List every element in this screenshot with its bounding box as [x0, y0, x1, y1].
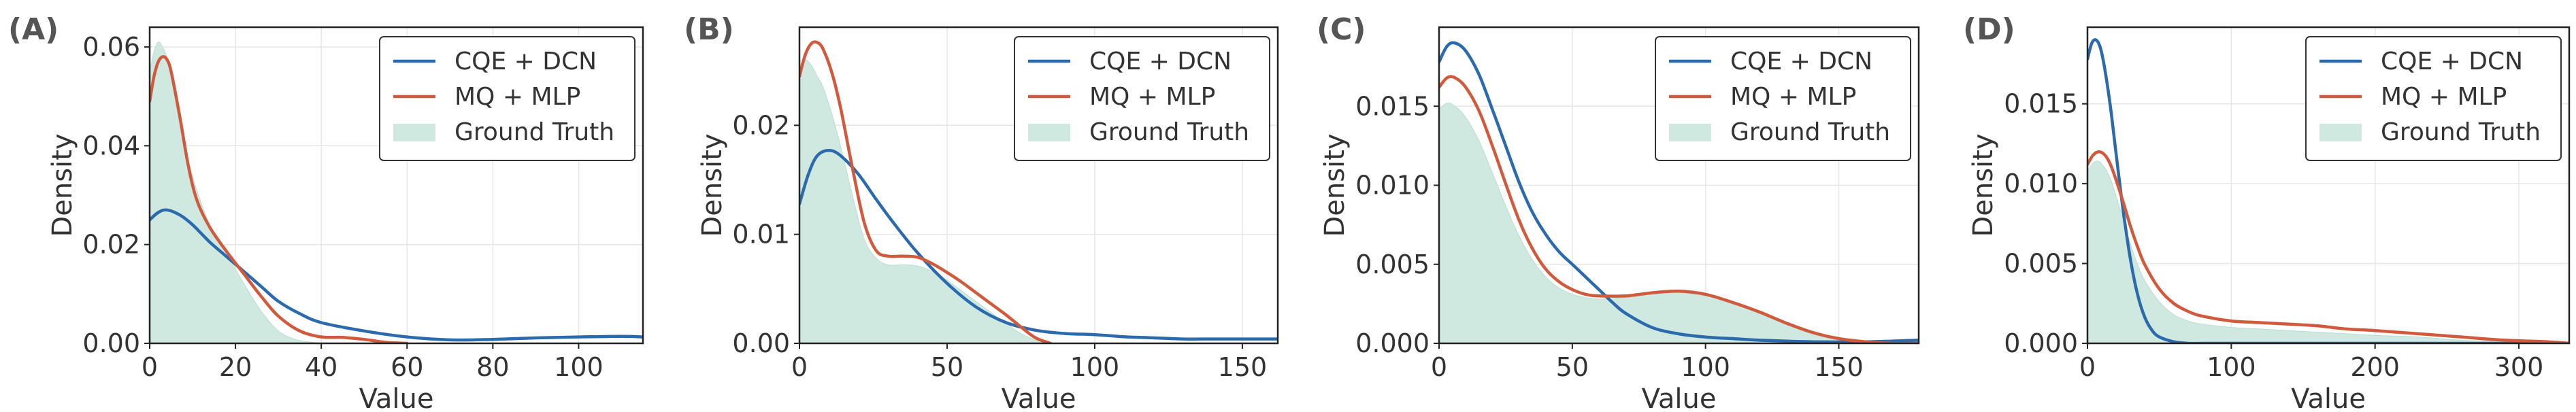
y-tick-label: 0.000	[2004, 328, 2078, 358]
legend-label-mq-mlp: MQ + MLP	[2381, 83, 2507, 111]
x-tick-label: 100	[554, 352, 604, 382]
legend-box	[2305, 36, 2562, 161]
legend-box	[1014, 36, 1270, 161]
legend-label-ground-truth: Ground Truth	[455, 118, 614, 146]
y-tick-label: 0.04	[82, 131, 140, 160]
y-tick-label: 0.005	[1355, 250, 1430, 279]
y-axis-label: Density	[1319, 133, 1351, 237]
x-tick-label: 100	[2207, 352, 2256, 382]
legend-label-cqe-dcn: CQE + DCN	[1089, 48, 1232, 75]
series-cqe-dcn-line	[1439, 41, 1919, 343]
y-tick-label: 0.01	[732, 220, 790, 250]
legend-box	[379, 36, 635, 161]
legend-label-cqe-dcn: CQE + DCN	[455, 48, 597, 75]
series-cqe-dcn-line	[2087, 38, 2569, 343]
series-cqe-dcn-line	[799, 148, 1278, 341]
x-tick-label: 100	[1070, 352, 1120, 382]
x-tick-label: 300	[2494, 352, 2544, 382]
y-axis-label: Density	[697, 133, 728, 237]
x-axis-label: Value	[359, 383, 434, 412]
y-axis-label: Density	[47, 133, 78, 237]
axes-frame	[148, 26, 644, 345]
panel-b: 0 50 100 150 0.00 0.01 0.02 Value Density (B) CQE …	[684, 12, 1279, 412]
x-tick-label: 0	[791, 352, 808, 382]
y-tick-label: 0.015	[2004, 89, 2078, 119]
x-tick-label: 200	[2350, 352, 2400, 382]
panel-label: (A)	[8, 12, 59, 47]
legend-swatch-ground-truth	[1669, 124, 1711, 141]
legend-label-cqe-dcn: CQE + DCN	[2381, 48, 2523, 75]
y-tick-label: 0.02	[82, 230, 140, 260]
y-tick-label: 0.000	[1355, 328, 1430, 358]
x-tick-label: 150	[1218, 352, 1268, 382]
y-tick-label: 0.005	[2004, 249, 2078, 279]
y-tick-label: 0.02	[732, 110, 790, 140]
x-tick-label: 80	[476, 352, 509, 382]
x-axis-label: Value	[1002, 383, 1076, 412]
series-ground-truth-area	[799, 59, 1051, 343]
y-tick-label: 0.010	[2004, 169, 2078, 199]
x-tick-label: 60	[391, 352, 423, 382]
x-tick-label: 50	[931, 352, 963, 382]
x-tick-label: 40	[305, 352, 337, 382]
legend-label-mq-mlp: MQ + MLP	[1089, 83, 1215, 111]
legend: CQE + DCN MQ + MLP Ground Truth	[2305, 36, 2562, 161]
legend-label-ground-truth: Ground Truth	[1730, 118, 1890, 146]
legend-label-mq-mlp: MQ + MLP	[1730, 83, 1856, 111]
series-mq-mlp-line	[799, 40, 1053, 343]
x-tick-label: 20	[219, 352, 252, 382]
legend: CQE + DCN MQ + MLP Ground Truth	[379, 36, 635, 161]
x-tick-label: 50	[1556, 352, 1589, 382]
x-axis-label: Value	[2291, 383, 2366, 412]
legend-swatch-ground-truth	[1028, 124, 1070, 141]
legend: CQE + DCN MQ + MLP Ground Truth	[1655, 36, 1911, 161]
y-axis-label: Density	[1968, 133, 1999, 237]
x-tick-label: 150	[1814, 352, 1864, 382]
legend-label-cqe-dcn: CQE + DCN	[1730, 48, 1872, 75]
legend-swatch-ground-truth	[2319, 124, 2362, 141]
axes-frame	[2086, 26, 2571, 345]
y-tick-label: 0.00	[732, 328, 790, 358]
panel-c: 0 50 100 150 0.000 0.005 0.010 0.015 Value Densit…	[1317, 12, 1920, 412]
legend-label-mq-mlp: MQ + MLP	[455, 83, 580, 111]
legend-box	[1655, 36, 1911, 161]
plot-area	[799, 40, 1278, 343]
x-tick-label: 0	[2079, 352, 2096, 382]
y-tick-label: 0.015	[1355, 91, 1430, 121]
series-mq-mlp-line	[1439, 75, 1919, 343]
series-mq-mlp-line	[2087, 150, 2569, 343]
x-tick-label: 0	[142, 352, 158, 382]
axes-frame	[798, 26, 1279, 345]
legend-label-ground-truth: Ground Truth	[1089, 118, 1249, 146]
series-ground-truth-area	[150, 41, 330, 343]
plot-area	[2087, 38, 2569, 343]
plot-area	[150, 41, 643, 343]
y-tick-label: 0.06	[82, 32, 140, 62]
series-mq-mlp-line	[150, 55, 409, 343]
series-ground-truth-area	[2087, 160, 2548, 343]
panel-d: 0 100 200 300 0.000 0.005 0.010 0.015 Value Densi…	[1963, 12, 2571, 412]
panel-label: (D)	[1963, 12, 2015, 47]
legend-label-ground-truth: Ground Truth	[2381, 118, 2541, 146]
legend: CQE + DCN MQ + MLP Ground Truth	[1014, 36, 1270, 161]
panel-label: (C)	[1317, 12, 1366, 47]
y-tick-label: 0.00	[82, 328, 140, 358]
panel-a: 0 20 40 60 80 100 0.00 0.02 0.04 0.06 Value Density…	[8, 12, 644, 412]
x-axis-label: Value	[1642, 383, 1717, 412]
x-tick-label: 100	[1681, 352, 1730, 382]
y-tick-label: 0.010	[1355, 171, 1430, 201]
panel-label: (B)	[684, 12, 734, 47]
series-cqe-dcn-line	[150, 208, 643, 342]
plot-area	[1439, 41, 1919, 343]
legend-swatch-ground-truth	[393, 124, 435, 141]
x-tick-label: 0	[1431, 352, 1447, 382]
